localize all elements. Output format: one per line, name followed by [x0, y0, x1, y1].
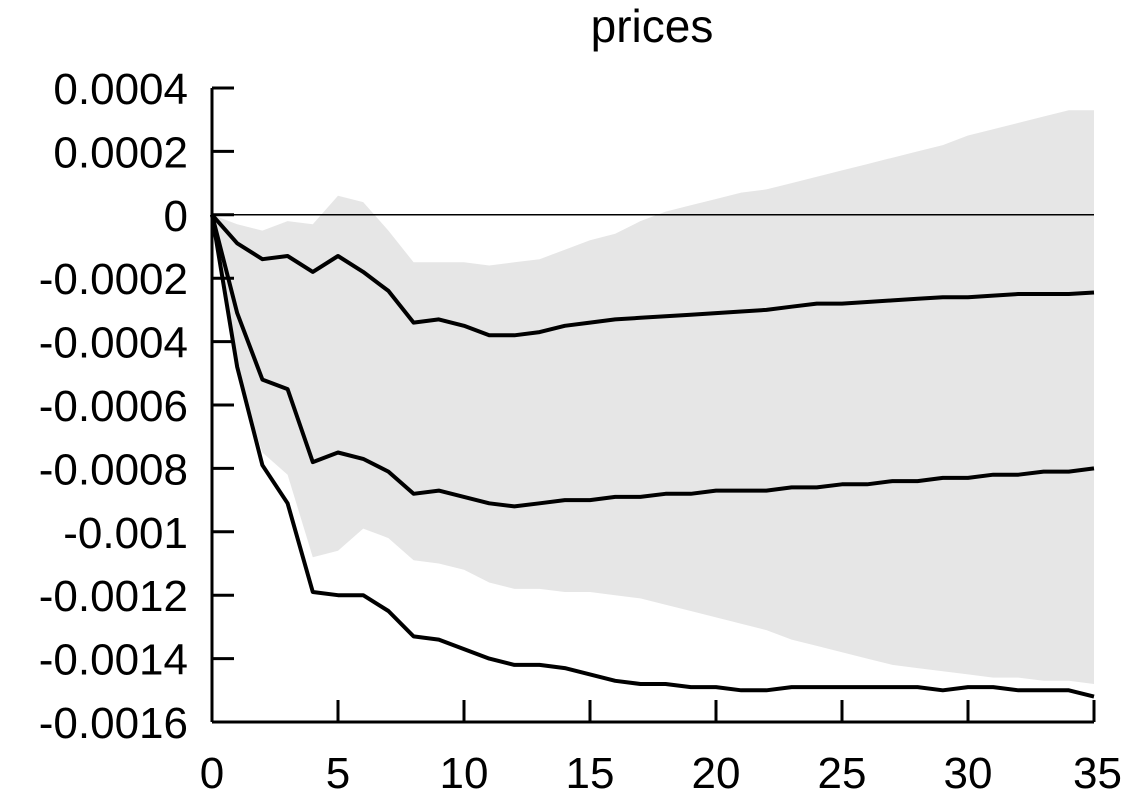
x-axis-ticks: 0 5 10 15 20 25 30 35	[200, 700, 1122, 798]
y-tick-label: 0	[164, 192, 188, 241]
x-tick-label: 30	[944, 749, 993, 798]
x-tick-label: 0	[200, 749, 224, 798]
x-tick-label: 20	[692, 749, 741, 798]
y-tick-label: -0.0008	[39, 445, 188, 494]
x-tick-label: 25	[818, 749, 867, 798]
y-tick-label: 0.0004	[53, 65, 188, 114]
x-tick-label: 5	[326, 749, 350, 798]
y-tick-label: -0.0004	[39, 319, 188, 368]
y-tick-label: -0.0006	[39, 382, 188, 431]
x-tick-label: 35	[1073, 749, 1122, 798]
lower-bound-line	[210, 214, 1095, 699]
y-tick-label: -0.0002	[39, 255, 188, 304]
x-tick-label: 15	[566, 749, 615, 798]
y-tick-label: 0.0002	[53, 128, 188, 177]
confidence-band	[212, 110, 1094, 684]
median-response-line	[210, 214, 1095, 509]
y-tick-label: -0.0014	[39, 636, 188, 685]
x-tick-label: 10	[440, 749, 489, 798]
upper-bound-line	[210, 213, 1095, 338]
y-axis-ticks: 0.0004 0.0002 0 -0.0002 -0.0004 -0.0006 -0.000…	[39, 65, 234, 748]
y-tick-label: -0.001	[63, 509, 188, 558]
y-tick-label: -0.0012	[39, 572, 188, 621]
chart-title: prices	[591, 0, 714, 52]
confidence-band-layer	[212, 110, 1094, 684]
series-layer	[210, 213, 1095, 699]
y-tick-label: -0.0016	[39, 699, 188, 748]
